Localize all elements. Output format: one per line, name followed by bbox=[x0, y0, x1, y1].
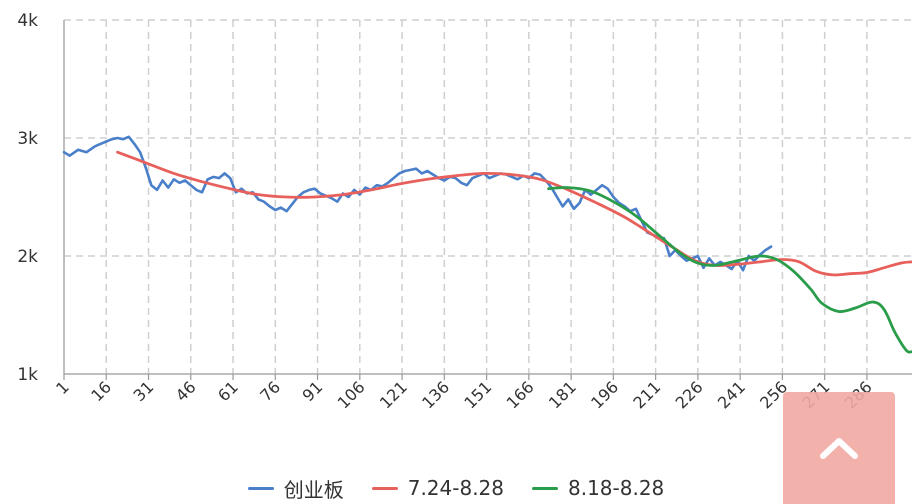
x-tick-label-4: 61 bbox=[214, 377, 242, 405]
series-line-1 bbox=[116, 150, 912, 277]
y-tick-label-1: 2k bbox=[17, 247, 38, 267]
x-tick-label-3: 46 bbox=[172, 377, 200, 405]
x-tick-label-12: 181 bbox=[545, 377, 580, 412]
axes bbox=[63, 20, 912, 375]
x-tick-label-14: 211 bbox=[629, 377, 664, 412]
series-line-0 bbox=[62, 135, 773, 272]
x-tick-label-10: 151 bbox=[460, 377, 495, 412]
legend-swatch-2 bbox=[532, 486, 558, 490]
x-tick-label-1: 16 bbox=[87, 377, 115, 405]
x-tick-label-2: 31 bbox=[130, 377, 158, 405]
grid-lines bbox=[64, 19, 912, 374]
x-tick-label-15: 226 bbox=[672, 377, 707, 412]
y-tick-label-2: 3k bbox=[17, 129, 38, 149]
x-tick-label-8: 121 bbox=[376, 377, 411, 412]
line-chart: 1k 2k 3k 4k 1 16 31 46 61 76 91 106 121 136 151 166 181… bbox=[17, 11, 912, 412]
y-axis-ticks: 1k 2k 3k 4k bbox=[17, 11, 38, 385]
chevron-up-icon bbox=[820, 438, 858, 459]
legend-item-2[interactable]: 8.18-8.28 bbox=[532, 476, 664, 500]
legend-label-0: 创业板 bbox=[283, 477, 344, 502]
legend: 创业板 7.24-8.28 8.18-8.28 bbox=[0, 472, 912, 504]
x-tick-label-0: 1 bbox=[52, 377, 73, 398]
back-to-top-button[interactable] bbox=[783, 392, 895, 504]
legend-item-0[interactable]: 创业板 bbox=[247, 474, 344, 503]
legend-swatch-0 bbox=[247, 486, 274, 490]
y-tick-label-3: 4k bbox=[17, 11, 38, 31]
legend-item-1[interactable]: 7.24-8.28 bbox=[371, 476, 504, 500]
x-tick-label-9: 136 bbox=[418, 377, 453, 412]
x-axis-ticks: 1 16 31 46 61 76 91 106 121 136 151 166 181 196 211 226… bbox=[52, 374, 876, 412]
legend-label-1: 7.24-8.28 bbox=[407, 476, 504, 500]
x-tick-label-13: 196 bbox=[587, 377, 622, 412]
x-tick-label-16: 241 bbox=[714, 377, 749, 412]
series-line-2 bbox=[547, 186, 912, 354]
y-tick-label-0: 1k bbox=[17, 365, 38, 385]
x-tick-label-6: 91 bbox=[299, 377, 327, 405]
legend-swatch-1 bbox=[371, 486, 398, 490]
x-tick-label-5: 76 bbox=[256, 377, 284, 405]
x-tick-label-7: 106 bbox=[334, 377, 369, 412]
x-tick-label-11: 166 bbox=[503, 377, 538, 412]
series-lines bbox=[62, 135, 912, 354]
legend-label-2: 8.18-8.28 bbox=[568, 476, 665, 500]
